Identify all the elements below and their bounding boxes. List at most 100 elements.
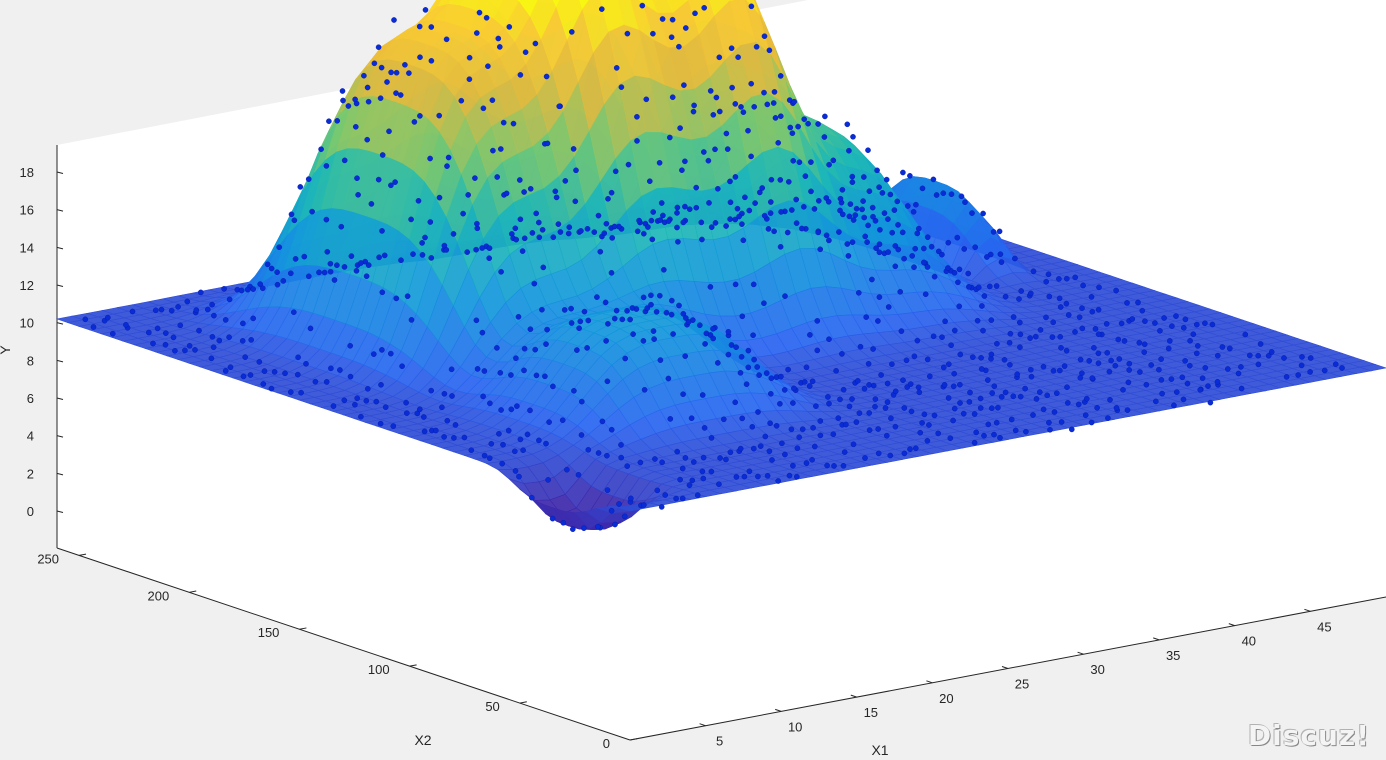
scatter-point [924, 356, 931, 363]
scatter-point [846, 403, 853, 410]
scatter-point [503, 190, 510, 197]
scatter-point [274, 281, 281, 288]
scatter-point [312, 378, 319, 385]
scatter-point [707, 284, 714, 290]
scatter-point [846, 147, 852, 154]
scatter-point [410, 251, 416, 257]
scatter-point [971, 439, 978, 446]
scatter-point [334, 262, 340, 269]
x1-tick-mark [1001, 666, 1009, 669]
scatter-point [884, 432, 890, 439]
scatter-point [899, 229, 906, 236]
scatter-point [618, 442, 624, 448]
scatter-point [1017, 319, 1023, 326]
scatter-point [826, 400, 832, 407]
x1-tick-label: 25 [1015, 677, 1029, 692]
scatter-point [162, 341, 169, 348]
scatter-point [1044, 392, 1050, 399]
scatter-point [510, 120, 517, 127]
scatter-point [197, 289, 204, 296]
scatter-point [629, 305, 636, 311]
scatter-point [414, 410, 421, 417]
scatter-point [957, 351, 964, 358]
scatter-point [305, 273, 312, 280]
scatter-point [110, 330, 116, 337]
scatter-point [1106, 368, 1113, 375]
scatter-point [715, 360, 721, 366]
scatter-point [488, 440, 495, 447]
scatter-point [540, 264, 547, 271]
scatter-point [544, 326, 550, 333]
scatter-point [1148, 362, 1154, 368]
scatter-point [1152, 320, 1158, 326]
scatter-point [647, 178, 653, 184]
scatter-point [466, 76, 473, 82]
scatter-point [866, 188, 873, 194]
scatter-point [494, 345, 500, 351]
scatter-point [847, 201, 854, 207]
scatter-point [321, 269, 328, 276]
scatter-point [763, 370, 770, 376]
scatter-point [977, 405, 984, 411]
scatter-point [1295, 372, 1301, 378]
scatter-point [496, 44, 503, 50]
scatter-point [222, 368, 229, 374]
scatter-point [552, 188, 559, 195]
scatter-point [513, 355, 519, 362]
scatter-point [650, 209, 657, 215]
scatter-point [486, 255, 493, 262]
scatter-point [921, 411, 928, 418]
scatter-point [105, 314, 111, 321]
scatter-point [972, 244, 979, 250]
scatter-point [909, 253, 916, 259]
scatter-point [919, 185, 926, 192]
scatter-point [921, 245, 927, 252]
scatter-point [487, 400, 493, 407]
scatter-point [248, 337, 254, 343]
scatter-point [690, 108, 697, 115]
scatter-points [82, 2, 1345, 533]
scatter-point [1156, 366, 1162, 373]
scatter-point [375, 44, 382, 51]
scatter-point [129, 308, 136, 315]
scatter-point [947, 435, 954, 442]
scatter-point [170, 334, 177, 341]
scatter-point [618, 84, 625, 90]
scatter-point [765, 226, 772, 232]
scatter-point [876, 294, 883, 300]
scatter-point [645, 224, 651, 230]
scatter-point [564, 466, 570, 473]
scatter-point [1063, 300, 1070, 307]
scatter-point [966, 283, 972, 290]
scatter-point [817, 418, 824, 424]
scatter-point [250, 315, 256, 322]
scatter-point [1202, 364, 1209, 371]
scatter-point [784, 229, 791, 236]
scatter-point [951, 269, 958, 276]
scatter-point [581, 308, 588, 315]
scatter-point [448, 366, 455, 373]
scatter-point [1158, 377, 1165, 383]
scatter-point [268, 265, 275, 272]
scatter-point [1089, 375, 1096, 381]
scatter-point [837, 396, 843, 403]
scatter-point [1063, 347, 1070, 354]
scatter-point [1321, 367, 1328, 374]
scatter-point [1113, 287, 1119, 294]
scatter-point [1115, 336, 1122, 343]
scatter-point [849, 179, 856, 185]
scatter-point [716, 54, 723, 61]
scatter-point [379, 347, 385, 353]
scatter-point [619, 316, 626, 323]
z-tick-label: 14 [20, 240, 34, 255]
scatter-point [1091, 344, 1097, 351]
scatter-point [568, 320, 575, 326]
x2-tick-mark [189, 590, 197, 593]
scatter-point [862, 233, 869, 240]
z-tick-mark [56, 435, 64, 438]
scatter-point [951, 405, 958, 412]
scatter-point [924, 264, 931, 270]
scatter-point [521, 345, 528, 352]
scatter-point [1242, 331, 1249, 338]
scatter-point [751, 445, 757, 452]
